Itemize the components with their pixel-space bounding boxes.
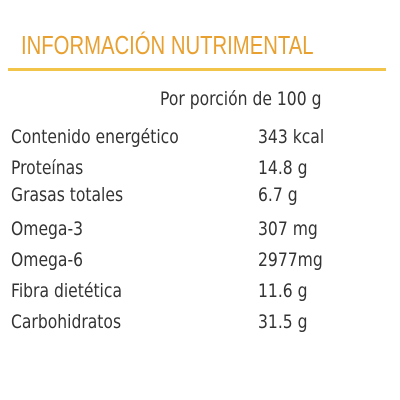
- nutrient-label: Proteínas: [11, 157, 84, 179]
- nutrient-value: 31.5 g: [258, 311, 308, 333]
- nutrition-row-carbs: Carbohidratos 31.5 g: [11, 311, 391, 342]
- nutrient-label: Omega-3: [11, 218, 84, 240]
- nutrient-value: 14.8 g: [258, 157, 308, 179]
- nutrient-label: Grasas totales: [11, 184, 124, 206]
- title-divider: [8, 68, 386, 71]
- nutrition-row-protein: Proteínas 14.8 g: [11, 157, 391, 188]
- nutrient-value: 11.6 g: [258, 280, 308, 302]
- nutrition-row-fat: Grasas totales 6.7 g: [11, 184, 391, 215]
- nutrition-table: Contenido energético 343 kcal Proteínas …: [11, 126, 391, 342]
- nutrient-label: Omega-6: [11, 249, 84, 271]
- nutrient-value: 307 mg: [258, 218, 318, 240]
- serving-size: Por porción de 100 g: [160, 88, 322, 110]
- nutrient-label: Contenido energético: [11, 126, 179, 148]
- nutrient-value: 343 kcal: [258, 126, 325, 148]
- nutrient-value: 6.7 g: [258, 184, 298, 206]
- nutrition-row-fiber: Fibra dietética 11.6 g: [11, 280, 391, 311]
- nutrient-label: Carbohidratos: [11, 311, 122, 333]
- nutrition-row-omega3: Omega-3 307 mg: [11, 218, 391, 249]
- nutrient-value: 2977mg: [258, 249, 323, 271]
- nutrition-row-energy: Contenido energético 343 kcal: [11, 126, 391, 157]
- nutrition-title: INFORMACIÓN NUTRIMENTAL: [21, 30, 314, 60]
- nutrition-row-omega6: Omega-6 2977mg: [11, 249, 391, 280]
- nutrient-label: Fibra dietética: [11, 280, 123, 302]
